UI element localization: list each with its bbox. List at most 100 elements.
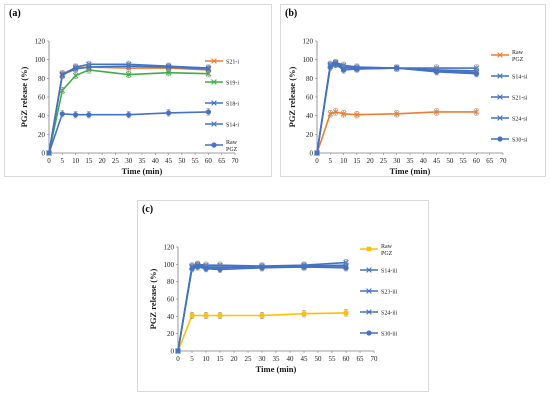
data-point <box>211 142 217 148</box>
legend-item: S30-iii <box>360 330 398 338</box>
legend-item: S24-iii <box>360 309 398 317</box>
data-point-stroke <box>433 109 440 115</box>
data-point-stroke <box>393 111 400 117</box>
legend-item: S14-iii <box>360 267 398 275</box>
chart-panel-c: (c) 0 20 40 60 80 100 120 0 5 10 15 20 25 30 35 40 45 50 5… <box>137 200 429 392</box>
x-tick-label: 0 <box>47 157 51 165</box>
data-point <box>203 266 209 272</box>
x-tick-label: 15 <box>353 157 361 165</box>
series-polyline <box>177 265 346 352</box>
legend-label: S14-iii <box>381 269 398 275</box>
data-point <box>473 71 480 77</box>
legend-label: S19-i <box>226 81 239 87</box>
data-point-stroke <box>366 267 372 273</box>
x-tick-label: 70 <box>371 355 379 363</box>
data-point <box>259 313 265 318</box>
data-point <box>340 111 347 117</box>
data-point <box>354 66 360 72</box>
y-axis-label: PGZ release (%) <box>19 66 29 127</box>
legend-label: S23-iii <box>381 290 398 296</box>
data-point <box>340 67 347 73</box>
y-axis-label: PGZ release (%) <box>287 66 297 127</box>
data-point-stroke <box>473 109 480 115</box>
legend-label: PGZ <box>512 57 524 63</box>
y-tick-label: 80 <box>167 278 175 286</box>
data-point-stroke <box>205 66 212 72</box>
y-tick-label: 80 <box>306 75 314 83</box>
data-point <box>301 264 307 270</box>
x-tick-label: 45 <box>165 157 173 165</box>
data-point <box>211 58 217 64</box>
y-tick-label: 20 <box>38 131 46 139</box>
x-tick-label: 30 <box>125 157 133 165</box>
series-line <box>314 60 480 156</box>
series-line <box>314 108 480 156</box>
x-tick-label: 5 <box>190 355 194 363</box>
series-polyline <box>177 266 347 352</box>
legend-label: S21-i <box>226 60 239 66</box>
x-tick-label: 65 <box>218 157 226 165</box>
data-point <box>217 266 223 273</box>
legend-label: PGZ <box>226 147 238 153</box>
data-point <box>205 66 212 72</box>
y-tick-label: 100 <box>303 56 314 64</box>
x-tick-label: 60 <box>205 157 213 165</box>
chart-svg: 0 20 40 60 80 100 120 0 5 10 15 20 25 30 35 40 45 50 55 60 6… <box>287 38 528 177</box>
legend-label: Raw <box>381 244 393 250</box>
x-tick-label: 50 <box>446 157 454 165</box>
legend-label: S14-si <box>512 75 528 81</box>
x-tick-label: 20 <box>367 157 375 165</box>
data-point-stroke <box>165 69 172 76</box>
y-tick-label: 0 <box>310 150 314 158</box>
x-tick-label: 60 <box>343 355 351 363</box>
y-tick-label: 40 <box>38 112 46 120</box>
legend-label: S14-i <box>226 123 239 129</box>
data-point-stroke <box>340 111 347 117</box>
data-point <box>327 111 334 117</box>
x-tick-label: 30 <box>393 157 401 165</box>
x-tick-label: 10 <box>72 157 80 165</box>
data-point <box>205 109 212 115</box>
data-point-stroke <box>72 66 79 72</box>
legend-item: S23-iii <box>360 288 398 296</box>
x-axis-label: Time (min) <box>122 166 163 176</box>
legend-item: S19-i <box>205 79 239 87</box>
chart-panel-b: (b) 0 20 40 60 80 100 120 0 5 10 15 20 25 30 35 40 45 50 5… <box>280 4 546 177</box>
data-point <box>165 110 172 116</box>
data-point <box>394 65 400 71</box>
data-point <box>211 100 217 106</box>
data-point <box>211 121 217 127</box>
x-axis-label: Time (min) <box>256 364 297 374</box>
x-tick-label: 0 <box>176 355 180 363</box>
y-axis-label: PGZ release (%) <box>148 268 158 329</box>
data-point <box>393 111 400 117</box>
data-point-stroke <box>59 87 66 94</box>
series-line <box>175 259 349 354</box>
data-point <box>332 109 339 115</box>
data-point <box>354 111 360 118</box>
series-line <box>46 108 212 156</box>
series-line <box>175 261 349 354</box>
data-point <box>333 61 339 67</box>
series-polyline <box>316 63 477 154</box>
data-point <box>497 136 503 142</box>
data-point <box>165 64 172 70</box>
data-point-stroke <box>211 79 217 85</box>
legend-label: Raw <box>512 50 524 56</box>
x-tick-label: 10 <box>340 157 348 165</box>
data-point-stroke <box>332 109 339 115</box>
legend-item: S24-si <box>491 115 528 123</box>
y-tick-label: 120 <box>164 244 175 252</box>
series-polyline <box>316 62 477 154</box>
data-point <box>497 94 503 100</box>
data-point <box>366 288 372 294</box>
data-point <box>72 66 79 72</box>
series-polyline <box>177 261 347 352</box>
x-axis-label: Time (min) <box>390 166 431 176</box>
y-tick-label: 100 <box>164 261 175 269</box>
data-point <box>327 64 333 70</box>
y-tick-label: 0 <box>42 150 46 158</box>
data-point <box>366 309 372 315</box>
